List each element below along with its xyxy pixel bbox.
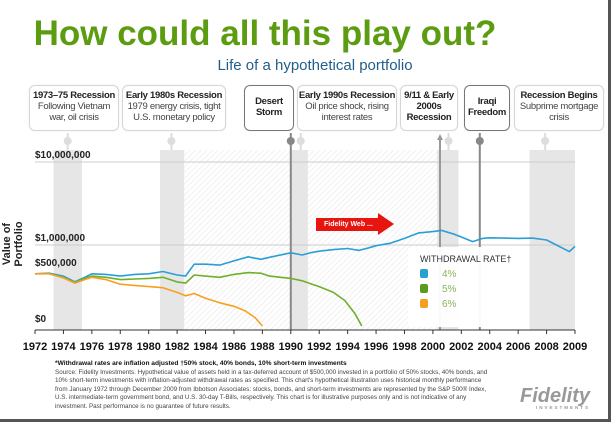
series-line-4pct — [34, 229, 576, 283]
callout-subprime: Recession Begins Subprime mortgage crisis — [514, 85, 604, 131]
callout-body: Oil price shock, rising interest rates — [305, 101, 389, 123]
recession-band — [160, 150, 185, 330]
fidelity-web-button[interactable]: Fidelity Web ... — [316, 213, 394, 235]
callout-1990s-recession: Early 1990s Recession Oil price shock, ri… — [297, 85, 397, 131]
logo-tag: INVESTMENTS — [536, 405, 591, 410]
x-tick-label: 2002 — [449, 341, 473, 353]
fidelity-logo: Fidelity INVESTMENTS — [520, 385, 590, 410]
y-tick-label: $10,000,000 — [35, 150, 91, 161]
callout-1980s-recession: Early 1980s Recession 1979 energy crisis,… — [122, 85, 226, 131]
y-axis-title: Value of Portfolio — [1, 221, 25, 267]
callout-pin — [167, 137, 176, 145]
callout-head: 9/11 & Early 2000s Recession — [404, 90, 454, 123]
callout-head: Iraqi Freedom — [467, 96, 507, 118]
callout-pin — [296, 137, 305, 145]
legend-item-6pct: 6% — [420, 299, 456, 310]
legend-label: 5% — [442, 284, 457, 295]
legend-swatch — [420, 284, 428, 293]
x-tick-label: 1988 — [250, 341, 274, 353]
event-pin — [286, 137, 295, 145]
callout-body: Following Vietnam war, oil crisis — [37, 101, 111, 123]
fidelity-web-label: Fidelity Web ... — [324, 221, 373, 228]
y-tick-label: $500,000 — [35, 258, 77, 269]
series-line-6pct — [35, 272, 264, 327]
y-tick-label: $1,000,000 — [35, 233, 85, 244]
x-tick-label: 2004 — [477, 341, 502, 353]
callout-head: 1973–75 Recession — [32, 90, 116, 101]
legend-item-5pct: 5% — [420, 284, 456, 295]
callout-body: 1979 energy crisis, tight U.S. monetary … — [127, 101, 221, 123]
x-tick-label: 1976 — [80, 341, 104, 353]
x-tick-label: 1974 — [51, 341, 76, 353]
slide-title: How could all this play out? — [33, 14, 497, 53]
callout-2000s-recession: 9/11 & Early 2000s Recession — [400, 85, 458, 131]
callout-desert-storm: Desert Storm — [244, 85, 294, 131]
recession-band — [529, 150, 575, 330]
x-tick-label: 1998 — [392, 341, 416, 353]
legend-title: WITHDRAWAL RATE† — [420, 254, 512, 264]
legend-swatch — [420, 269, 428, 278]
x-tick-label: 1990 — [279, 341, 303, 353]
callout-1973-recession: 1973–75 Recession Following Vietnam war, … — [29, 85, 119, 131]
slide-subtitle: Life of a hypothetical portfolio — [217, 57, 413, 74]
legend-swatch — [420, 299, 428, 308]
x-tick-label: 1986 — [222, 341, 246, 353]
callout-body: Subprime mortgage crisis — [519, 101, 599, 123]
x-tick-label: 2000 — [421, 341, 445, 353]
recession-band — [53, 150, 82, 330]
footnote: *Withdrawal rates are inflation adjusted… — [55, 360, 495, 411]
callout-head: Early 1990s Recession — [298, 90, 396, 101]
callout-head: Early 1980s Recession — [125, 90, 223, 101]
callout-head: Desert Storm — [255, 96, 283, 118]
x-tick-label: 2006 — [506, 341, 530, 353]
callout-head: Recession Begins — [520, 90, 598, 101]
x-tick-label: 1996 — [364, 341, 388, 353]
callout-pin — [444, 137, 453, 145]
logo-name: Fidelity — [520, 385, 591, 407]
x-tick-label: 2008 — [534, 341, 558, 353]
footnote-source: Source: Fidelity Investments. Hypothetic… — [55, 368, 488, 410]
legend-label: 6% — [442, 299, 457, 310]
callout-pin — [541, 137, 550, 145]
x-tick-label: 2009 — [563, 341, 587, 353]
event-arrow-icon — [437, 134, 443, 140]
series-line-5pct — [34, 271, 363, 327]
legend-label: 4% — [442, 269, 457, 280]
x-tick-label: 1978 — [108, 341, 132, 353]
footnote-head: *Withdrawal rates are inflation adjusted… — [55, 360, 347, 367]
x-tick-label: 1994 — [335, 341, 360, 353]
callout-iraqi-freedom: Iraqi Freedom — [464, 85, 510, 131]
recession-band — [290, 150, 308, 330]
x-tick-label: 1972 — [23, 341, 47, 353]
x-tick-label: 1992 — [307, 341, 331, 353]
x-tick-label: 1984 — [193, 341, 218, 353]
hatched-region — [184, 150, 438, 330]
event-pin — [475, 137, 484, 145]
legend-item-4pct: 4% — [420, 269, 456, 280]
y-tick-label: $0 — [35, 314, 47, 325]
callout-pin — [63, 137, 72, 145]
x-tick-label: 1982 — [165, 341, 189, 353]
legend: WITHDRAWAL RATE† 4% 5% 6% — [408, 247, 520, 327]
x-tick-label: 1980 — [136, 341, 160, 353]
